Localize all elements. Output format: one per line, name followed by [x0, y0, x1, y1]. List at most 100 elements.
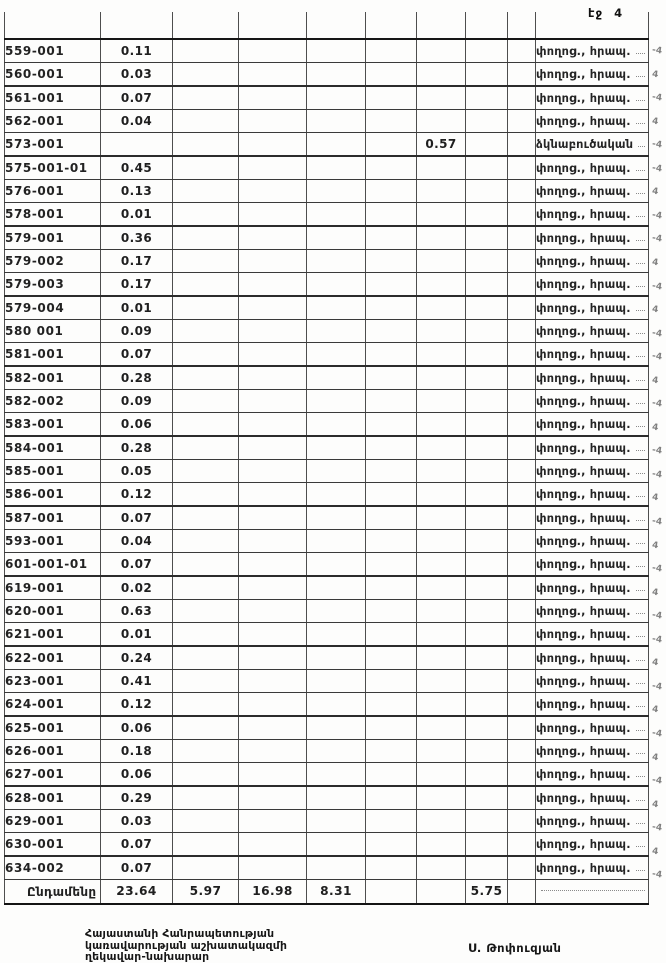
- note-text: փողոց., հրապ.: [536, 394, 631, 408]
- facility-code-cell: 625-001: [4, 715, 101, 740]
- dotted-leader: [635, 99, 645, 102]
- note-cell: փողոց., հրապ.: [535, 715, 649, 740]
- value-cell: [465, 832, 508, 857]
- note-wrap: փողոց., հրապ.: [537, 185, 648, 197]
- table-row: 593-001 0.04 փողոց., հրապ.: [4, 529, 649, 553]
- value-cell: [238, 435, 307, 460]
- value-cell: [507, 785, 536, 810]
- data-table: 559-001 0.11 փողոց., հրապ. 560-001 0.03 փողոց…: [4, 12, 649, 905]
- note-text: փողոց., հրապ.: [536, 627, 631, 641]
- note-text: փողոց., հրապ.: [536, 487, 631, 501]
- value-cell: [465, 85, 508, 110]
- value-cell: [465, 785, 508, 810]
- facility-code-cell: 627-001: [4, 762, 101, 787]
- value-cell: [416, 155, 466, 180]
- value-cell: [172, 109, 239, 133]
- table-row: 561-001 0.07 փողոց., հրապ.: [4, 85, 649, 110]
- value-cell: [365, 249, 417, 273]
- value-cell: [238, 762, 307, 787]
- dotted-leader: [635, 705, 645, 708]
- note-wrap: փողոց., հրապ.: [537, 582, 648, 594]
- margin-mark: -4: [651, 610, 663, 622]
- value-cell: 0.41: [100, 669, 173, 693]
- note-text: ձկնաբուծական: [536, 137, 634, 151]
- value-cell: [238, 225, 307, 250]
- facility-code-cell: 593-001: [4, 529, 101, 553]
- value-cell: [306, 762, 366, 787]
- value-cell: 0.01: [100, 295, 173, 320]
- value-cell: [416, 179, 466, 203]
- note-wrap: փողոց., հրապ.: [537, 465, 648, 477]
- note-cell: փողոց., հրապ.: [535, 179, 649, 203]
- value-cell: [238, 505, 307, 530]
- margin-mark: -4: [651, 869, 663, 881]
- facility-code-cell: 601-001-01: [4, 552, 101, 577]
- value-cell: [172, 249, 239, 273]
- value-cell: [416, 459, 466, 483]
- value-cell: [306, 62, 366, 87]
- note-cell: փողոց., հրապ.: [535, 365, 649, 390]
- value-cell: [416, 692, 466, 717]
- value-cell: 0.09: [100, 319, 173, 343]
- value-cell: [507, 622, 536, 647]
- value-cell: [416, 342, 466, 367]
- value-cell: [365, 389, 417, 413]
- note-wrap: փողոց., հրապ.: [537, 815, 648, 827]
- table-row: 621-001 0.01 փողոց., հրապ.: [4, 622, 649, 647]
- value-cell: [238, 715, 307, 740]
- note-cell: փողոց., հրապ.: [535, 155, 649, 180]
- dotted-leader: [635, 635, 645, 638]
- note-text: փողոց., հրապ.: [536, 91, 631, 105]
- value-cell: [465, 809, 508, 833]
- dotted-leader: [635, 309, 645, 312]
- value-cell: [306, 342, 366, 367]
- value-cell: [507, 435, 536, 460]
- margin-mark: -4: [651, 516, 663, 528]
- table-row: 624-001 0.12 փողոց., հրապ.: [4, 692, 649, 717]
- value-cell: 0.29: [100, 785, 173, 810]
- value-cell: [465, 365, 508, 390]
- table-row: 627-001 0.06 փողոց., հրապ.: [4, 762, 649, 787]
- table-row: 601-001-01 0.07 փողոց., հրապ.: [4, 552, 649, 577]
- facility-code-cell: 579-001: [4, 225, 101, 250]
- table-row: 562-001 0.04 փողոց., հրապ.: [4, 109, 649, 133]
- value-cell: 0.07: [100, 505, 173, 530]
- note-cell: փողոց., հրապ.: [535, 692, 649, 717]
- value-cell: [465, 599, 508, 623]
- value-cell: [238, 809, 307, 833]
- dotted-leader: [635, 285, 645, 288]
- value-cell: [172, 645, 239, 670]
- value-cell: [416, 295, 466, 320]
- value-cell: [365, 179, 417, 203]
- note-cell: փողոց., հրապ.: [535, 552, 649, 577]
- value-cell: [365, 715, 417, 740]
- value-cell: [365, 155, 417, 180]
- facility-code-cell: 561-001: [4, 85, 101, 110]
- dotted-leader: [635, 845, 645, 848]
- margin-mark: 4: [651, 799, 659, 810]
- value-cell: [172, 505, 239, 530]
- empty-cell: [238, 12, 307, 40]
- margin-mark: -4: [651, 775, 663, 787]
- facility-code-cell: 634-002: [4, 855, 101, 880]
- value-cell: [172, 179, 239, 203]
- note-cell: փողոց., հրապ.: [535, 809, 649, 833]
- value-cell: [238, 85, 307, 110]
- empty-cell: [306, 12, 366, 40]
- value-cell: 0.57: [416, 132, 466, 157]
- margin-mark: -4: [651, 139, 663, 151]
- value-cell: [507, 202, 536, 227]
- value-cell: 0.04: [100, 109, 173, 133]
- note-text: փողոց., հրապ.: [536, 417, 631, 431]
- value-cell: [465, 412, 508, 437]
- value-cell: [465, 762, 508, 787]
- value-cell: [507, 482, 536, 507]
- note-cell: փողոց., հրապ.: [535, 342, 649, 367]
- value-cell: 0.18: [100, 739, 173, 763]
- facility-code-cell: 581-001: [4, 342, 101, 367]
- value-cell: [172, 435, 239, 460]
- note-cell: փողոց., հրապ.: [535, 435, 649, 460]
- note-wrap: փողոց., հրապ.: [537, 698, 648, 710]
- value-cell: [365, 85, 417, 110]
- dotted-leader: [541, 889, 645, 891]
